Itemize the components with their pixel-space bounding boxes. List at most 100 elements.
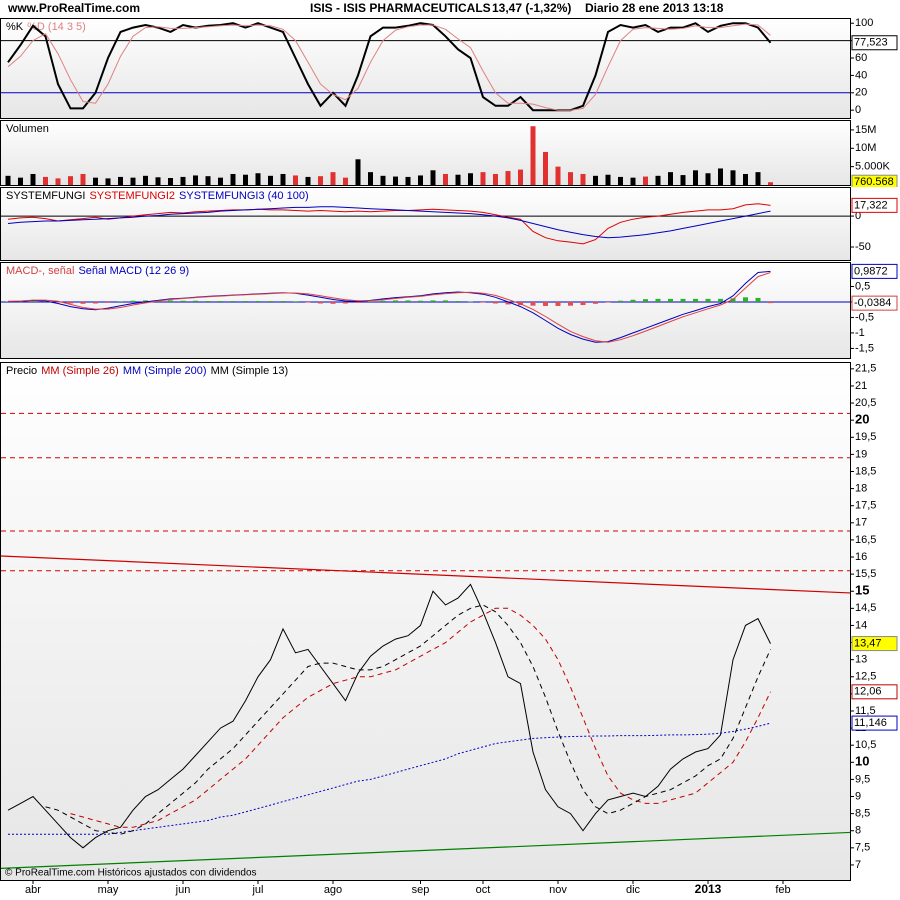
bar: [568, 172, 573, 185]
y-tick-label: 16,5: [855, 534, 876, 546]
bar: [280, 301, 286, 302]
bar: [655, 298, 661, 302]
bar: [768, 182, 773, 185]
bar: [143, 175, 148, 185]
y-tick-label: 13: [855, 654, 867, 666]
bar: [130, 300, 136, 302]
legend: Precio MM (Simple 26) MM (Simple 200) MM (S…: [6, 365, 288, 377]
bar: [368, 172, 373, 185]
bar: [430, 170, 436, 185]
y-tick-label: 10M: [855, 142, 876, 154]
x-tick-label: ago: [324, 884, 342, 896]
bar: [455, 301, 461, 302]
panel: [0, 187, 851, 261]
y-tick-label: 9,5: [855, 773, 870, 785]
bar: [668, 298, 673, 302]
bar: [355, 301, 361, 303]
x-tick-label: feb: [775, 884, 790, 896]
bar: [105, 178, 111, 185]
bar: [618, 176, 623, 185]
bar: [493, 173, 498, 185]
y-tick-label: 8: [855, 825, 861, 837]
legend: %K %D (14 3 5): [6, 21, 86, 33]
bar: [268, 301, 273, 302]
series-line: [8, 722, 771, 835]
bar: [555, 301, 561, 306]
bar: [630, 177, 636, 185]
bar: [143, 300, 148, 302]
y-tick-label: 20: [855, 87, 867, 99]
panel: [0, 262, 851, 359]
legend: SYSTEMFUNGI SYSTEMFUNGI2 SYSTEMFUNGI3 (40 …: [6, 190, 309, 202]
y-tick-label: 15M: [855, 124, 876, 136]
series-line: [7, 206, 771, 239]
panel: [0, 18, 851, 119]
axis-area: [851, 18, 899, 118]
legend-entry: SYSTEMFUNGI: [6, 190, 85, 202]
bar: [743, 297, 748, 302]
bar: [30, 173, 36, 185]
y-tick-label: 17: [855, 517, 867, 529]
bar: [255, 301, 261, 302]
bar: [593, 175, 598, 185]
bar: [505, 301, 511, 305]
bar: [405, 300, 411, 302]
value-label: -0,0384: [854, 297, 891, 309]
bar: [318, 301, 323, 304]
title: ISIS - ISIS PHARMACEUTICALS: [310, 1, 491, 15]
bar: [730, 298, 736, 302]
bar: [55, 301, 61, 303]
y-tick-label: 19,5: [855, 431, 876, 443]
bar: [530, 126, 536, 185]
bar: [668, 172, 673, 185]
bar: [280, 173, 286, 185]
x-tick-label: jul: [251, 884, 263, 896]
bar: [243, 301, 248, 302]
bar: [243, 174, 248, 185]
x-tick-label: dic: [626, 884, 641, 896]
bar: [605, 301, 611, 303]
bar: [605, 174, 611, 185]
value-label-box: [851, 684, 898, 700]
bar: [30, 301, 36, 302]
value-label: 17,322: [854, 199, 888, 211]
series-line: [7, 583, 771, 849]
value-label: 13,47: [854, 637, 882, 649]
bar: [755, 297, 761, 302]
y-tick-label: 7: [855, 859, 861, 871]
panels: 100806040200%K%D (14 3 5)77,52315M10M5.0…: [0, 17, 899, 896]
y-tick-label: 21,5: [855, 363, 876, 375]
y-tick-label: 18: [855, 482, 867, 494]
x-tick-label: may: [98, 884, 119, 896]
bar: [568, 301, 573, 306]
y-tick-label: 10: [855, 754, 869, 769]
bar: [455, 174, 461, 185]
bar: [430, 300, 436, 302]
bar: [480, 301, 486, 303]
bar: [293, 175, 298, 185]
y-tick-label: 10,5: [855, 739, 876, 751]
bar: [418, 300, 423, 302]
bar: [418, 175, 423, 185]
y-tick-label: -1: [855, 327, 865, 339]
date: 28 ene 2013 13:18: [622, 1, 724, 15]
axis-area: [851, 120, 899, 185]
y-tick-label: 17,5: [855, 500, 876, 512]
y-tick-label: 8,5: [855, 808, 870, 820]
legend-entry: Precio: [6, 365, 37, 377]
y-tick-label: 20,5: [855, 397, 876, 409]
bar: [518, 169, 523, 185]
value-label-box: [851, 197, 898, 213]
value-label-box: [851, 263, 898, 279]
y-tick-label: 14: [855, 619, 867, 631]
bar: [168, 178, 173, 185]
series-line: [70, 607, 771, 828]
x-tick-label: 2013: [695, 882, 722, 896]
bar: [343, 301, 348, 304]
bar: [593, 301, 598, 304]
bar: [543, 151, 548, 185]
bar: [268, 175, 273, 185]
bar: [255, 173, 261, 185]
